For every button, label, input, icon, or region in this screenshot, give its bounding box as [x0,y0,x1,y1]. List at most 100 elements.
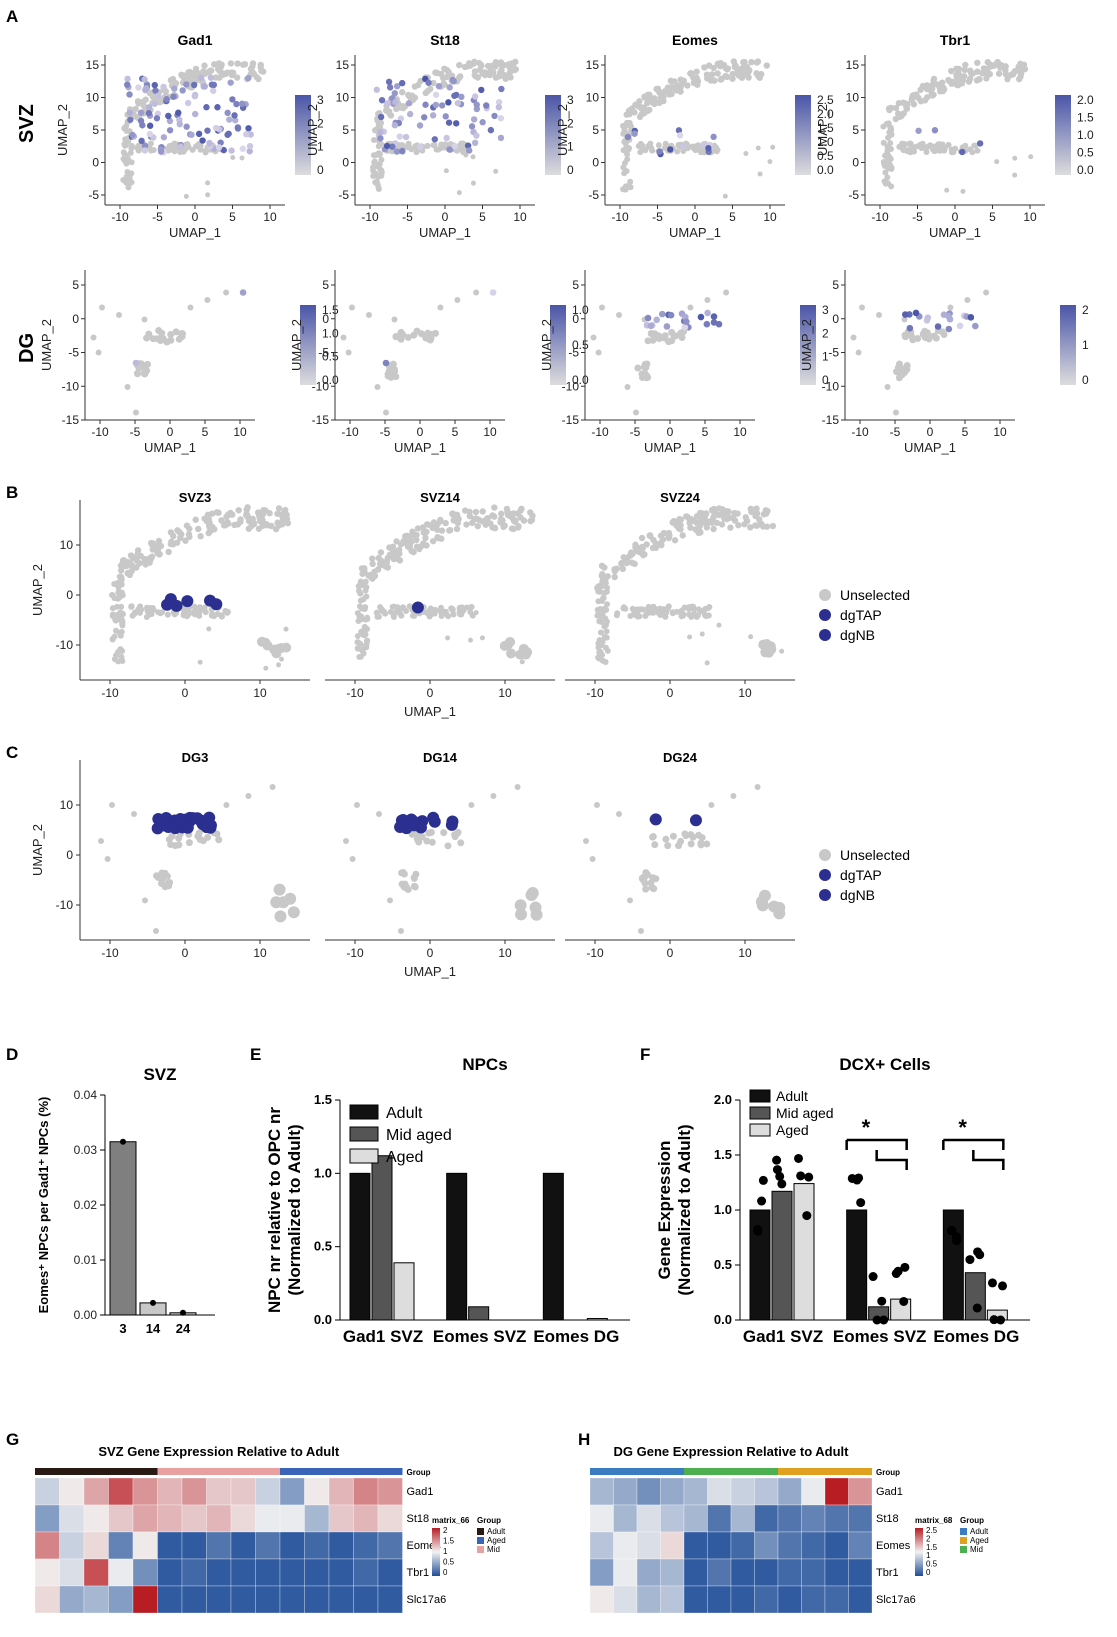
data-dot [965,1255,975,1265]
significance-star: * [862,1115,871,1140]
y-tick-label: 0.03 [74,1143,98,1157]
x-tick-label: -5 [380,425,391,439]
heat-cell [34,1558,60,1587]
umap-point [198,606,205,613]
x-tick-label: 10 [483,425,497,439]
umap-point [199,837,207,845]
heat-cell [353,1585,379,1614]
umap-point [470,154,476,160]
y-axis-label: UMAP_2 [30,824,45,876]
x-tick-label: 10 [253,686,267,700]
panel-label-a: A [6,7,18,26]
heat-cell [353,1531,379,1560]
umap-point [637,149,644,156]
umap-point [646,532,654,539]
x-tick-label: -10 [101,686,119,700]
panel-label: C [6,743,18,762]
data-dot [947,1225,957,1235]
umap-point [686,519,693,527]
umap-point [362,578,369,585]
selected-point [445,818,458,831]
y-axis-label: UMAP_2 [799,319,814,371]
umap-point [475,59,483,67]
y-tick-label: 0 [342,156,349,170]
expression-point [438,102,446,109]
x-tick-label: 5 [702,425,709,439]
heat-cell [660,1558,685,1587]
bar [749,1209,771,1321]
umap-point [1016,67,1023,74]
legend-swatch [349,1148,379,1164]
umap-point [900,99,907,106]
x-tick-label: Gad1 SVZ [343,1327,423,1346]
scale-label: 3 [567,93,574,107]
y-tick-label: 5 [322,278,329,292]
umap-point [887,129,894,136]
y-tick-label: -5 [88,188,99,202]
umap-point [642,869,650,877]
expression-point [976,140,984,147]
umap-point [884,384,891,390]
umap-point [242,512,250,519]
expression-point [667,311,675,319]
umap-point [693,68,700,75]
heat-cell [255,1531,281,1560]
heatmap-title: SVZ Gene Expression Relative to Adult [98,1444,339,1459]
umap-point [383,107,390,114]
umap-point [530,908,543,921]
umap-point [204,297,211,303]
umap-point [880,139,887,146]
umap-point [1028,154,1034,160]
legend-tick: 0 [443,1568,448,1577]
expression-point [232,117,239,124]
heat-cell [683,1585,708,1614]
expression-point [224,131,231,138]
row-label: Gad1 [876,1486,903,1498]
legend-group-label: Mid [970,1545,983,1554]
expression-point [373,86,381,93]
heat-cell [157,1504,183,1533]
umap-point [454,519,462,527]
group-bar [35,1468,158,1475]
x-tick-label: 0 [952,210,959,224]
umap-point [603,628,610,635]
umap-point [135,147,142,154]
umap-point [757,70,765,78]
x-tick-label: 10 [738,946,752,960]
umap-point [454,297,461,303]
umap-point [257,518,264,525]
umap-point [423,837,431,845]
legend-group-label: Adult [970,1527,989,1536]
expression-point [497,134,505,142]
heat-cell [730,1531,755,1560]
expression-point [141,142,149,149]
data-dot [877,1296,887,1306]
heat-cell [255,1558,281,1587]
expression-point [912,309,920,317]
umap-point [919,140,926,147]
heat-cell [230,1477,256,1506]
umap-point [180,610,187,617]
umap-point [148,539,155,547]
x-tick-label: -5 [152,210,163,224]
expression-point [146,130,154,138]
expression-point [491,112,498,120]
umap-point [681,830,689,838]
data-dot [998,1281,1008,1291]
expression-point [663,323,671,330]
umap-point [391,603,398,610]
umap-point [349,856,356,862]
heat-cell [777,1585,802,1614]
y-tick-label: 5 [572,278,579,292]
umap-point [444,842,452,850]
heat-cell [377,1531,403,1560]
scale-label: 0 [822,373,829,387]
umap-point [362,624,369,631]
umap-point [667,77,675,85]
umap-point [443,168,449,174]
heat-cell [777,1558,802,1587]
umap-point [498,510,505,517]
umap-point [959,77,967,84]
split-umap-svz3: SVZ3 -10 0 10 10 0 -10 [56,490,310,700]
row-label: St18 [876,1513,899,1525]
